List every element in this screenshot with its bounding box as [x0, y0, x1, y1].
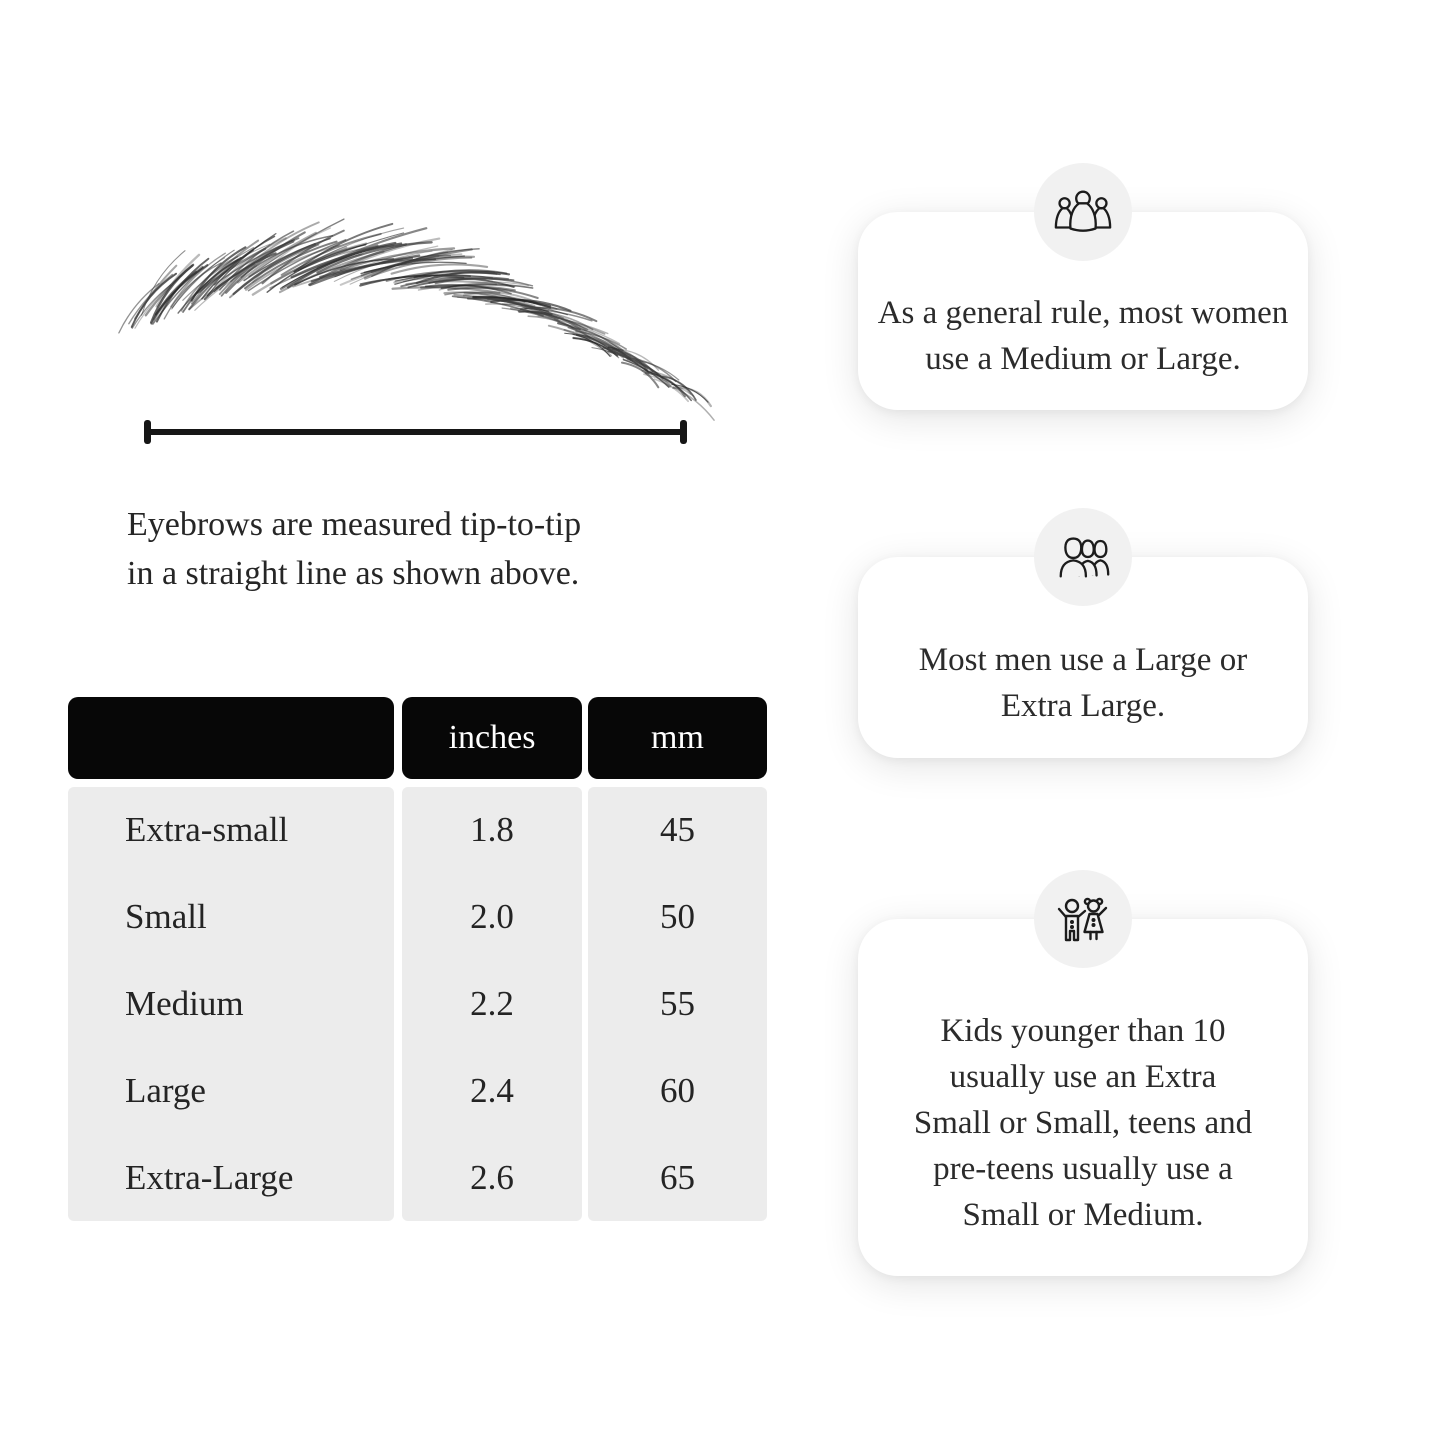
- table-column-mm: 45 50 55 60 65: [588, 787, 767, 1221]
- card-text-line: Small or Medium.: [962, 1196, 1204, 1233]
- table-column-inches: 1.8 2.0 2.2 2.4 2.6: [402, 787, 582, 1221]
- icon-circle: [1034, 163, 1132, 261]
- card-text-line: Small or Small, teens and: [913, 1104, 1253, 1141]
- card-text-kids: Kids younger than 10 usually use an Extr…: [914, 1008, 1252, 1238]
- table-header-inches: inches: [402, 697, 582, 779]
- measurement-line: [147, 429, 686, 435]
- table-cell-inches: 2.2: [470, 983, 514, 1023]
- info-card-men: Most men use a Large or Extra Large.: [858, 508, 1308, 758]
- card-text-line: Most men use a Large or: [918, 641, 1248, 678]
- card-text-line: usually use an Extra: [949, 1058, 1217, 1095]
- table-row-label: Medium: [125, 983, 244, 1023]
- info-card-kids: Kids younger than 10 usually use an Extr…: [858, 870, 1308, 1276]
- table-cell-mm: 50: [660, 897, 695, 937]
- card-text-line: use a Medium or Large.: [925, 341, 1241, 377]
- card-text-line: pre-teens usually use a: [933, 1150, 1233, 1187]
- caption-line-2: in a straight line as shown above.: [127, 555, 580, 592]
- measurement-tick-right: [680, 420, 687, 444]
- table-row-label: Extra-small: [125, 810, 289, 850]
- men-group-icon: [1059, 537, 1110, 578]
- table-cell-mm: 55: [660, 983, 695, 1023]
- table-cell-inches: 2.4: [470, 1070, 514, 1110]
- card-text-line: Kids younger than 10: [940, 1012, 1226, 1049]
- card-text-women: As a general rule, most women use a Medi…: [878, 290, 1289, 382]
- card-text-men: Most men use a Large or Extra Large.: [919, 637, 1247, 729]
- table-cell-mm: 65: [660, 1157, 695, 1197]
- card-text-line: As a general rule, most women: [877, 295, 1289, 331]
- table-header-size: [68, 697, 394, 779]
- table-row-label: Small: [125, 897, 207, 937]
- card-text-line: Extra Large.: [1000, 687, 1166, 724]
- table-row-label: Extra-Large: [125, 1157, 294, 1197]
- women-group-icon: [1054, 190, 1112, 232]
- table-cell-mm: 45: [660, 810, 695, 850]
- measurement-caption: Eyebrows are measured tip-to-tip in a st…: [127, 500, 581, 598]
- table-cell-mm: 60: [660, 1070, 695, 1110]
- icon-circle: [1034, 508, 1132, 606]
- icon-circle: [1034, 870, 1132, 968]
- table-cell-inches: 1.8: [470, 810, 514, 850]
- info-card-women: As a general rule, most women use a Medi…: [858, 163, 1308, 410]
- table-column-size: Extra-small Small Medium Large Extra-Lar…: [68, 787, 394, 1221]
- caption-line-1: Eyebrows are measured tip-to-tip: [127, 506, 582, 543]
- table-header-mm: mm: [588, 697, 767, 779]
- table-cell-inches: 2.6: [470, 1157, 514, 1197]
- table-cell-inches: 2.0: [470, 897, 514, 937]
- table-row-label: Large: [125, 1070, 206, 1110]
- eyebrow-illustration: [118, 218, 715, 421]
- kids-icon: [1057, 897, 1108, 942]
- measurement-tick-left: [144, 420, 151, 444]
